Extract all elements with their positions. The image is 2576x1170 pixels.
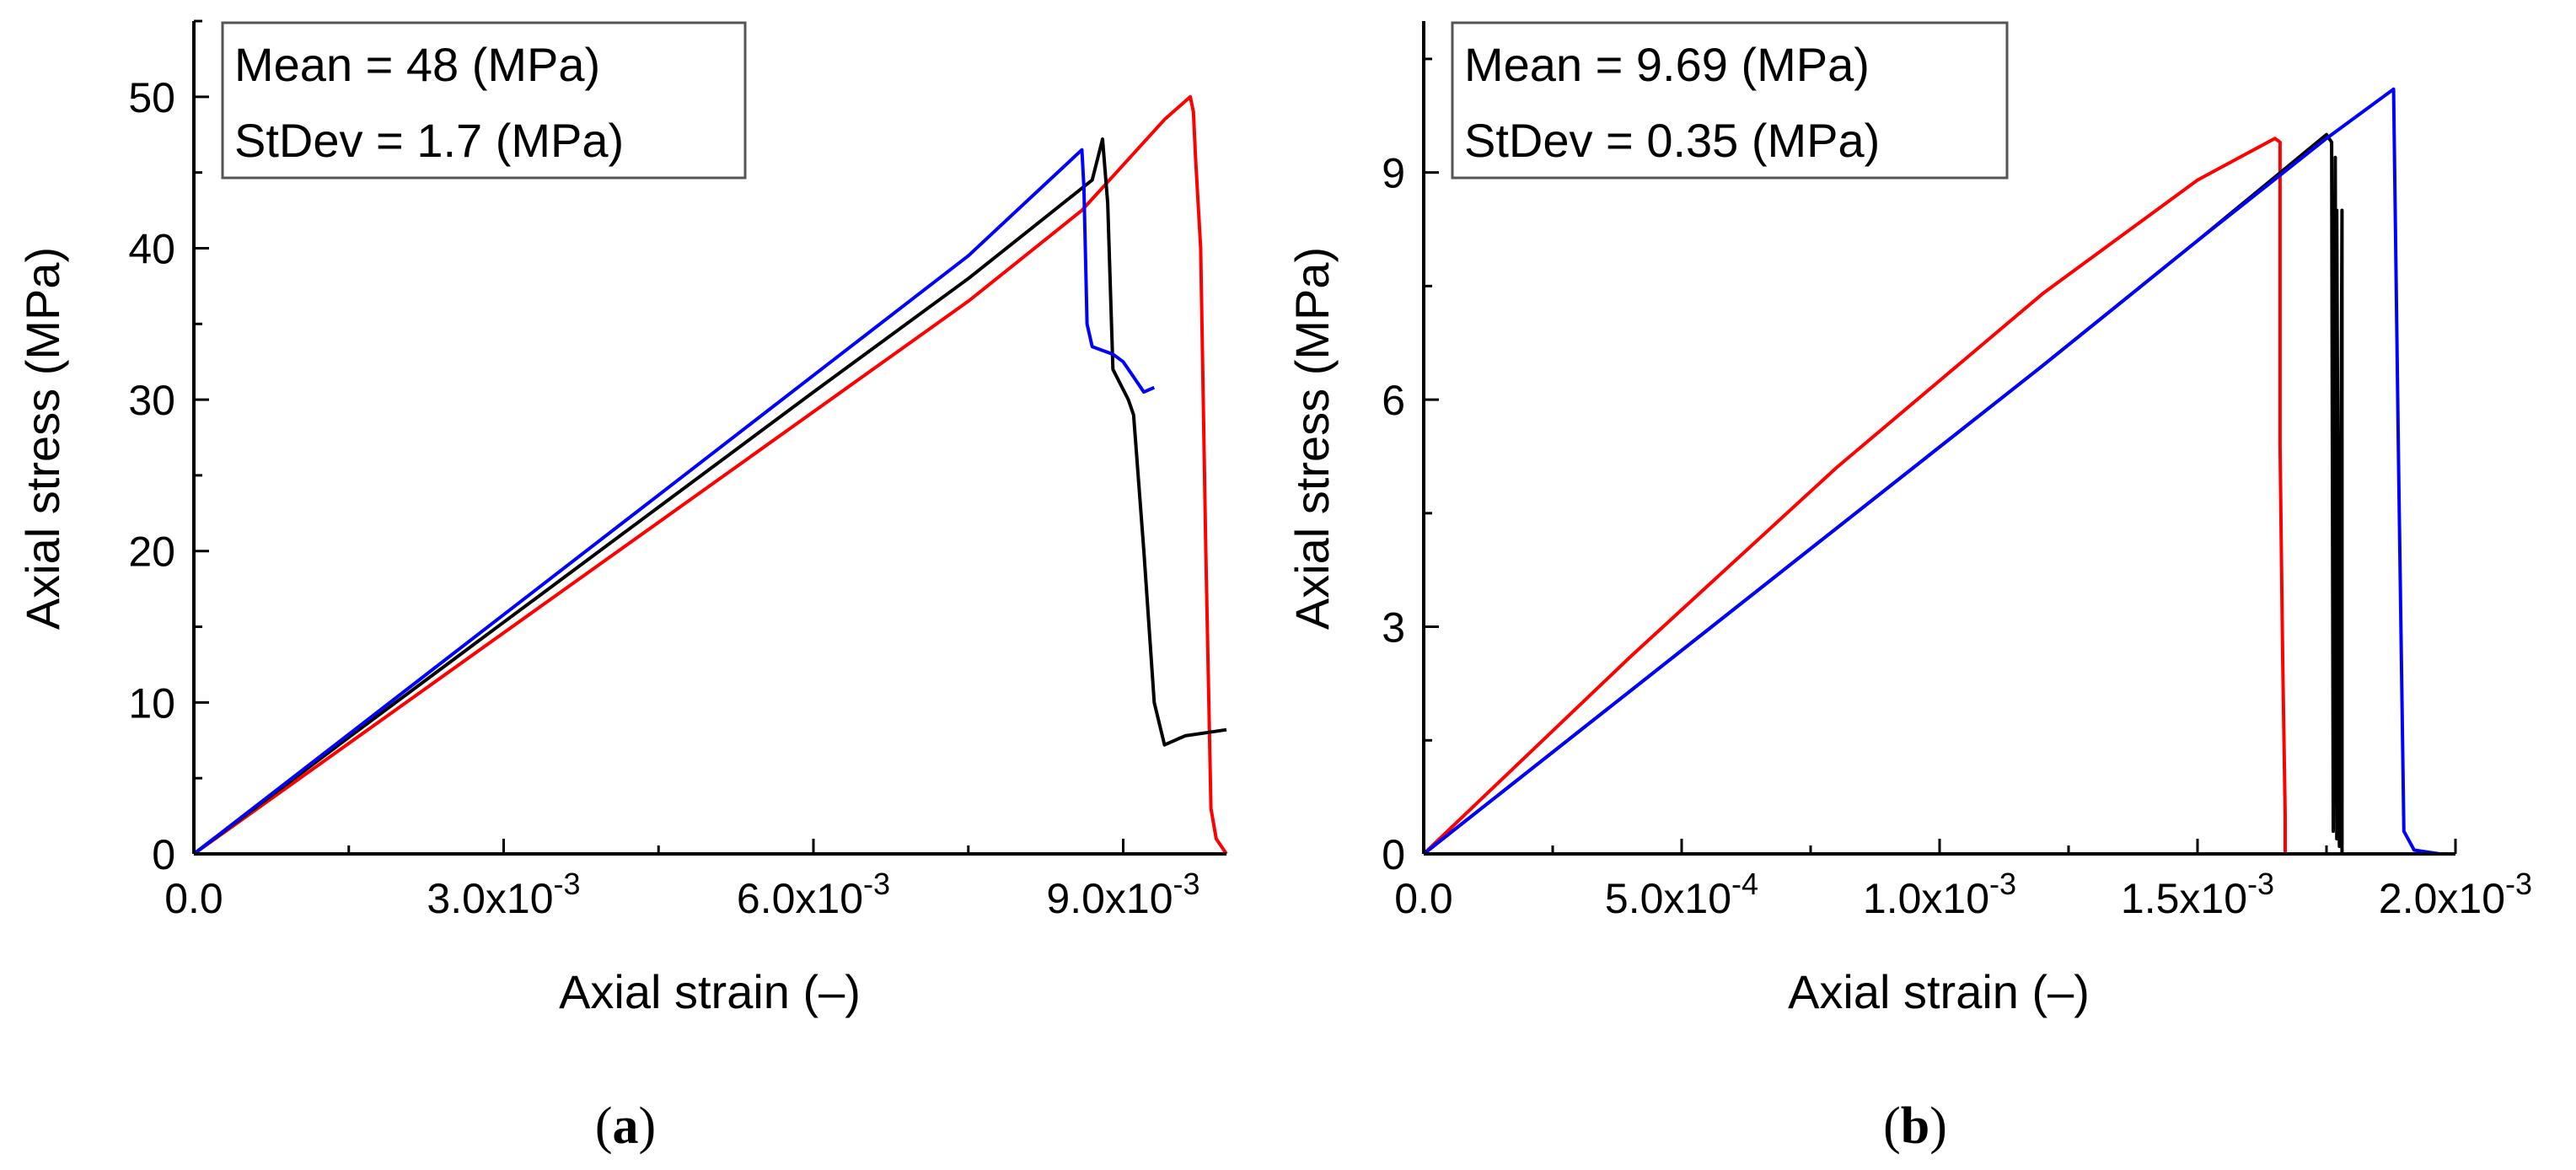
- annotation-box-b: Mean = 9.69 (MPa) StDev = 0.35 (MPa): [1451, 21, 2009, 180]
- series-line-blue-b: [1422, 87, 2440, 856]
- ticks-a: 0.0 3.0x10-3 6.0x10-3 9.0x10-3 0 10 20 30 40 50: [128, 19, 1200, 922]
- y-axis-title-b: Axial stress (MPa): [1285, 247, 1339, 630]
- y-tick-label-a: 20: [128, 529, 175, 576]
- y-tick-label-b: 9: [1382, 150, 1405, 197]
- caption-a: (a): [595, 1098, 656, 1155]
- y-axis-title-a: Axial stress (MPa): [16, 247, 69, 630]
- annotation-mean-b: Mean = 9.69 (MPa): [1464, 38, 1870, 91]
- x-tick-label-b: 1.5x10-3: [2121, 867, 2274, 922]
- x-tick-label-b: 5.0x10-4: [1605, 867, 1758, 922]
- series-layer-b: [1422, 87, 2440, 856]
- y-tick-label-b: 6: [1382, 377, 1405, 424]
- y-tick-label-b: 0: [1382, 831, 1405, 878]
- chart-panel-b: 0.0 5.0x10-4 1.0x10-3 1.5x10-3 2.0x10-30369 …: [1285, 21, 2532, 1155]
- x-tick-label-a: 6.0x10-3: [737, 867, 890, 922]
- annotation-stdev-b: StDev = 0.35 (MPa): [1464, 114, 1880, 167]
- x-axis-title-a: Axial strain (–): [559, 965, 861, 1018]
- x-axis-title-b: Axial strain (–): [1788, 965, 2090, 1018]
- y-tick-label-a: 50: [128, 74, 175, 121]
- caption-letter-a: a: [613, 1098, 639, 1155]
- x-tick-label-a: 9.0x10-3: [1046, 867, 1199, 922]
- series-line-red-a: [192, 94, 1228, 856]
- annotation-box-a: Mean = 48 (MPa) StDev = 1.7 (MPa): [221, 21, 747, 180]
- axes-a: [192, 21, 1226, 856]
- series-layer-a: [192, 94, 1228, 856]
- caption-letter-b: b: [1901, 1098, 1929, 1155]
- annotation-mean-a: Mean = 48 (MPa): [234, 38, 600, 91]
- x-tick-label-b: 2.0x10-3: [2379, 867, 2532, 922]
- annotation-frame-b: [1451, 21, 2009, 180]
- x-tick-label-a: 0.0: [164, 875, 223, 922]
- y-tick-label-a: 30: [128, 377, 175, 424]
- ticks-b: 0.0 5.0x10-4 1.0x10-3 1.5x10-3 2.0x10-3 0 3 6 9: [1382, 57, 2532, 922]
- annotation-frame-a: [221, 21, 747, 180]
- annotation-stdev-a: StDev = 1.7 (MPa): [234, 114, 624, 167]
- x-tick-label-a: 3.0x10-3: [427, 867, 580, 922]
- x-tick-label-b: 0.0: [1394, 875, 1453, 922]
- y-tick-label-a: 40: [128, 225, 175, 272]
- series-line-red-b: [1422, 137, 2287, 856]
- series-line-blue-a: [192, 148, 1156, 856]
- caption-b: (b): [1883, 1098, 1947, 1155]
- y-tick-label-a: 0: [152, 831, 175, 878]
- y-tick-label-a: 10: [128, 679, 175, 727]
- x-tick-label-b: 1.0x10-3: [1863, 867, 2016, 922]
- y-tick-label-b: 3: [1382, 604, 1405, 652]
- series-line-black-a: [192, 137, 1227, 856]
- chart-panel-a: 0.0 3.0x10-3 6.0x10-3 9.0x10-3 0 10 20 30 40 50 M…: [16, 19, 1228, 1155]
